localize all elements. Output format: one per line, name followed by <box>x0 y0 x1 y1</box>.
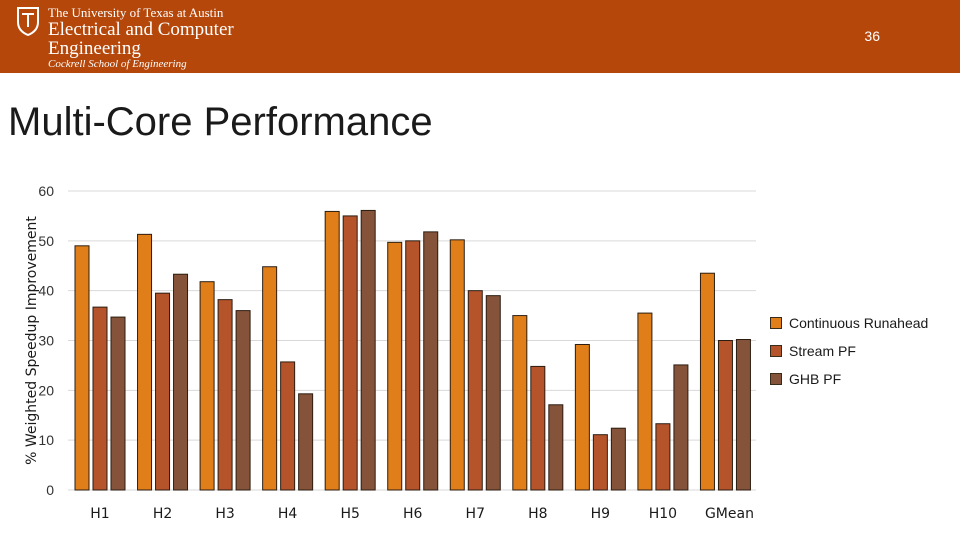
bar-continuous-runahead <box>199 281 215 491</box>
bar-ghb-pf <box>548 404 564 491</box>
legend-swatch <box>770 317 782 329</box>
bar-stream-pf <box>405 240 421 491</box>
bar-ghb-pf <box>360 209 376 491</box>
x-tick-label: H1 <box>90 506 109 522</box>
org-line-2: Electrical and Computer <box>48 19 234 40</box>
legend-item-continuous-runahead: Continuous Runahead <box>770 315 929 331</box>
x-tick-label: H3 <box>215 506 234 522</box>
bar-continuous-runahead <box>137 233 153 491</box>
bar-ghb-pf <box>110 316 126 491</box>
y-tick-label: 30 <box>38 333 54 349</box>
legend-label: GHB PF <box>789 371 842 387</box>
x-tick-label: H9 <box>591 506 610 522</box>
legend-label: Continuous Runahead <box>789 315 929 331</box>
bar-ghb-pf <box>610 427 626 491</box>
chart-legend: Continuous Runahead Stream PF GHB PF <box>770 315 929 400</box>
slide-number: 36 <box>864 28 880 44</box>
bar-continuous-runahead <box>449 239 465 491</box>
x-tick-label: H2 <box>153 506 172 522</box>
x-tick-label: GMean <box>705 506 754 522</box>
bar-stream-pf <box>592 434 608 491</box>
y-tick-label: 20 <box>38 382 54 398</box>
y-tick-label: 40 <box>38 283 54 299</box>
org-name: The University of Texas at Austin Electr… <box>48 6 234 71</box>
bar-ghb-pf <box>423 231 439 491</box>
x-tick-label: H4 <box>278 506 298 522</box>
bar-ghb-pf <box>673 364 689 491</box>
bar-continuous-runahead <box>324 210 340 491</box>
bar-continuous-runahead <box>637 312 653 491</box>
legend-item-ghb-pf: GHB PF <box>770 371 928 387</box>
legend-swatch <box>770 373 782 385</box>
bar-stream-pf <box>467 290 483 491</box>
bar-ghb-pf <box>298 393 314 491</box>
bar-stream-pf <box>717 340 733 491</box>
bar-ghb-pf <box>485 295 501 491</box>
bar-ghb-pf <box>235 310 251 491</box>
x-tick-label: H7 <box>466 506 485 522</box>
bar-continuous-runahead <box>512 315 528 491</box>
bar-ghb-pf <box>173 273 189 491</box>
bar-stream-pf <box>342 215 358 491</box>
y-tick-label: 50 <box>38 233 54 249</box>
bar-chart: 0 10 20 30 40 50 60 % Weighted Speedup Improvem… <box>24 183 756 522</box>
bar-stream-pf <box>155 292 171 491</box>
bar-ghb-pf <box>735 339 751 491</box>
y-axis-label: % Weighted Speedup Improvement <box>24 216 40 465</box>
x-tick-label: H5 <box>340 506 359 522</box>
bar-continuous-runahead <box>74 245 90 491</box>
x-tick-label: H10 <box>649 506 677 522</box>
legend-item-stream-pf: Stream PF <box>770 343 928 359</box>
bar-continuous-runahead <box>262 266 278 491</box>
legend-swatch <box>770 345 782 357</box>
header-bar: The University of Texas at Austin Electr… <box>0 0 960 73</box>
org-line-1: The University of Texas at Austin <box>48 5 224 20</box>
bar-stream-pf <box>217 299 233 491</box>
bar-continuous-runahead <box>574 343 590 491</box>
x-tick-label: H6 <box>403 506 423 522</box>
slide-title: Multi-Core Performance <box>8 100 433 144</box>
org-line-4: Cockrell School of Engineering <box>48 58 187 70</box>
bar-continuous-runahead <box>387 241 403 491</box>
bar-stream-pf <box>280 361 296 491</box>
bar-stream-pf <box>92 306 108 491</box>
bar-continuous-runahead <box>699 272 715 491</box>
org-line-3: Engineering <box>48 38 141 59</box>
legend-label: Stream PF <box>789 343 856 359</box>
y-tick-label: 60 <box>38 183 54 199</box>
y-tick-label: 10 <box>38 432 54 448</box>
y-tick-label: 0 <box>46 482 54 498</box>
x-tick-label: H8 <box>528 506 547 522</box>
ut-shield-icon <box>17 7 39 36</box>
bar-stream-pf <box>530 365 546 491</box>
bar-stream-pf <box>655 423 671 491</box>
